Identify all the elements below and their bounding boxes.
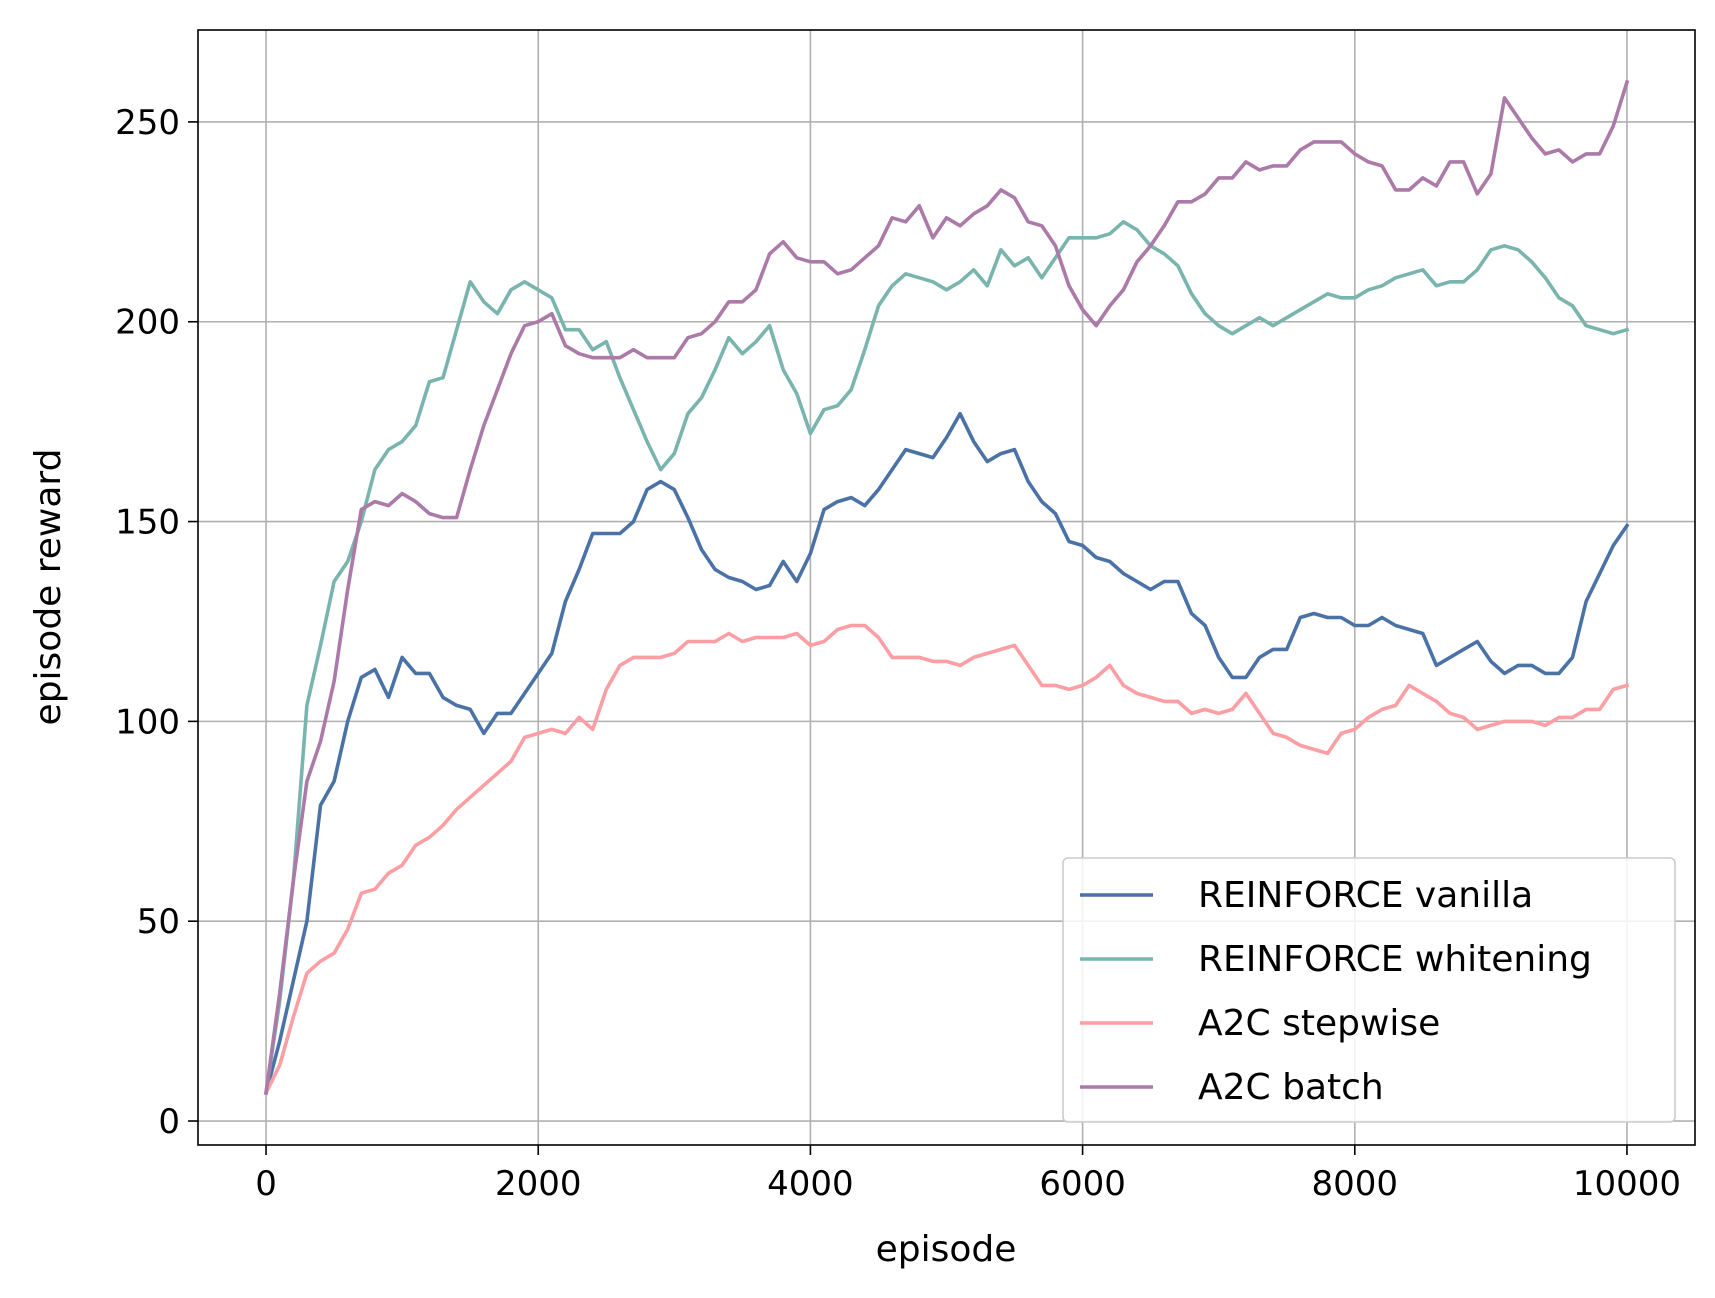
y-tick-label: 0: [158, 1102, 180, 1142]
series-line-0: [263, 411, 1630, 1096]
legend: REINFORCE vanilla REINFORCE whitening A2C …: [1062, 857, 1676, 1123]
y-tick-label: 50: [137, 902, 180, 942]
series-line-3: [263, 79, 1630, 1096]
y-tick-label: 200: [115, 303, 180, 343]
x-tick-label: 4000: [767, 1164, 854, 1204]
legend-label: A2C stepwise: [1198, 1003, 1440, 1044]
y-tick-label: 100: [115, 702, 180, 742]
axis-ticks: 0 2000 4000 6000 8000 10000 0 50 100 150 200 250: [115, 103, 1681, 1204]
x-tick-label: 10000: [1573, 1164, 1681, 1204]
y-axis-label: episode reward: [28, 449, 69, 726]
x-tick-label: 2000: [495, 1164, 582, 1204]
legend-box: [1062, 857, 1676, 1123]
x-tick-label: 0: [255, 1164, 277, 1204]
y-tick-label: 250: [115, 103, 180, 143]
legend-label: REINFORCE vanilla: [1198, 875, 1533, 916]
grid-lines: [198, 30, 1695, 1145]
x-tick-label: 8000: [1312, 1164, 1399, 1204]
series-lines: [263, 79, 1630, 1096]
legend-label: REINFORCE whitening: [1198, 939, 1592, 980]
series-line-2: [263, 623, 1630, 1096]
series-line-1: [263, 220, 1630, 1096]
x-axis-label: episode: [876, 1229, 1017, 1270]
plot-frame: [197, 29, 1696, 1146]
legend-label: A2C batch: [1198, 1067, 1384, 1108]
x-tick-label: 6000: [1039, 1164, 1126, 1204]
y-tick-label: 150: [115, 503, 180, 543]
